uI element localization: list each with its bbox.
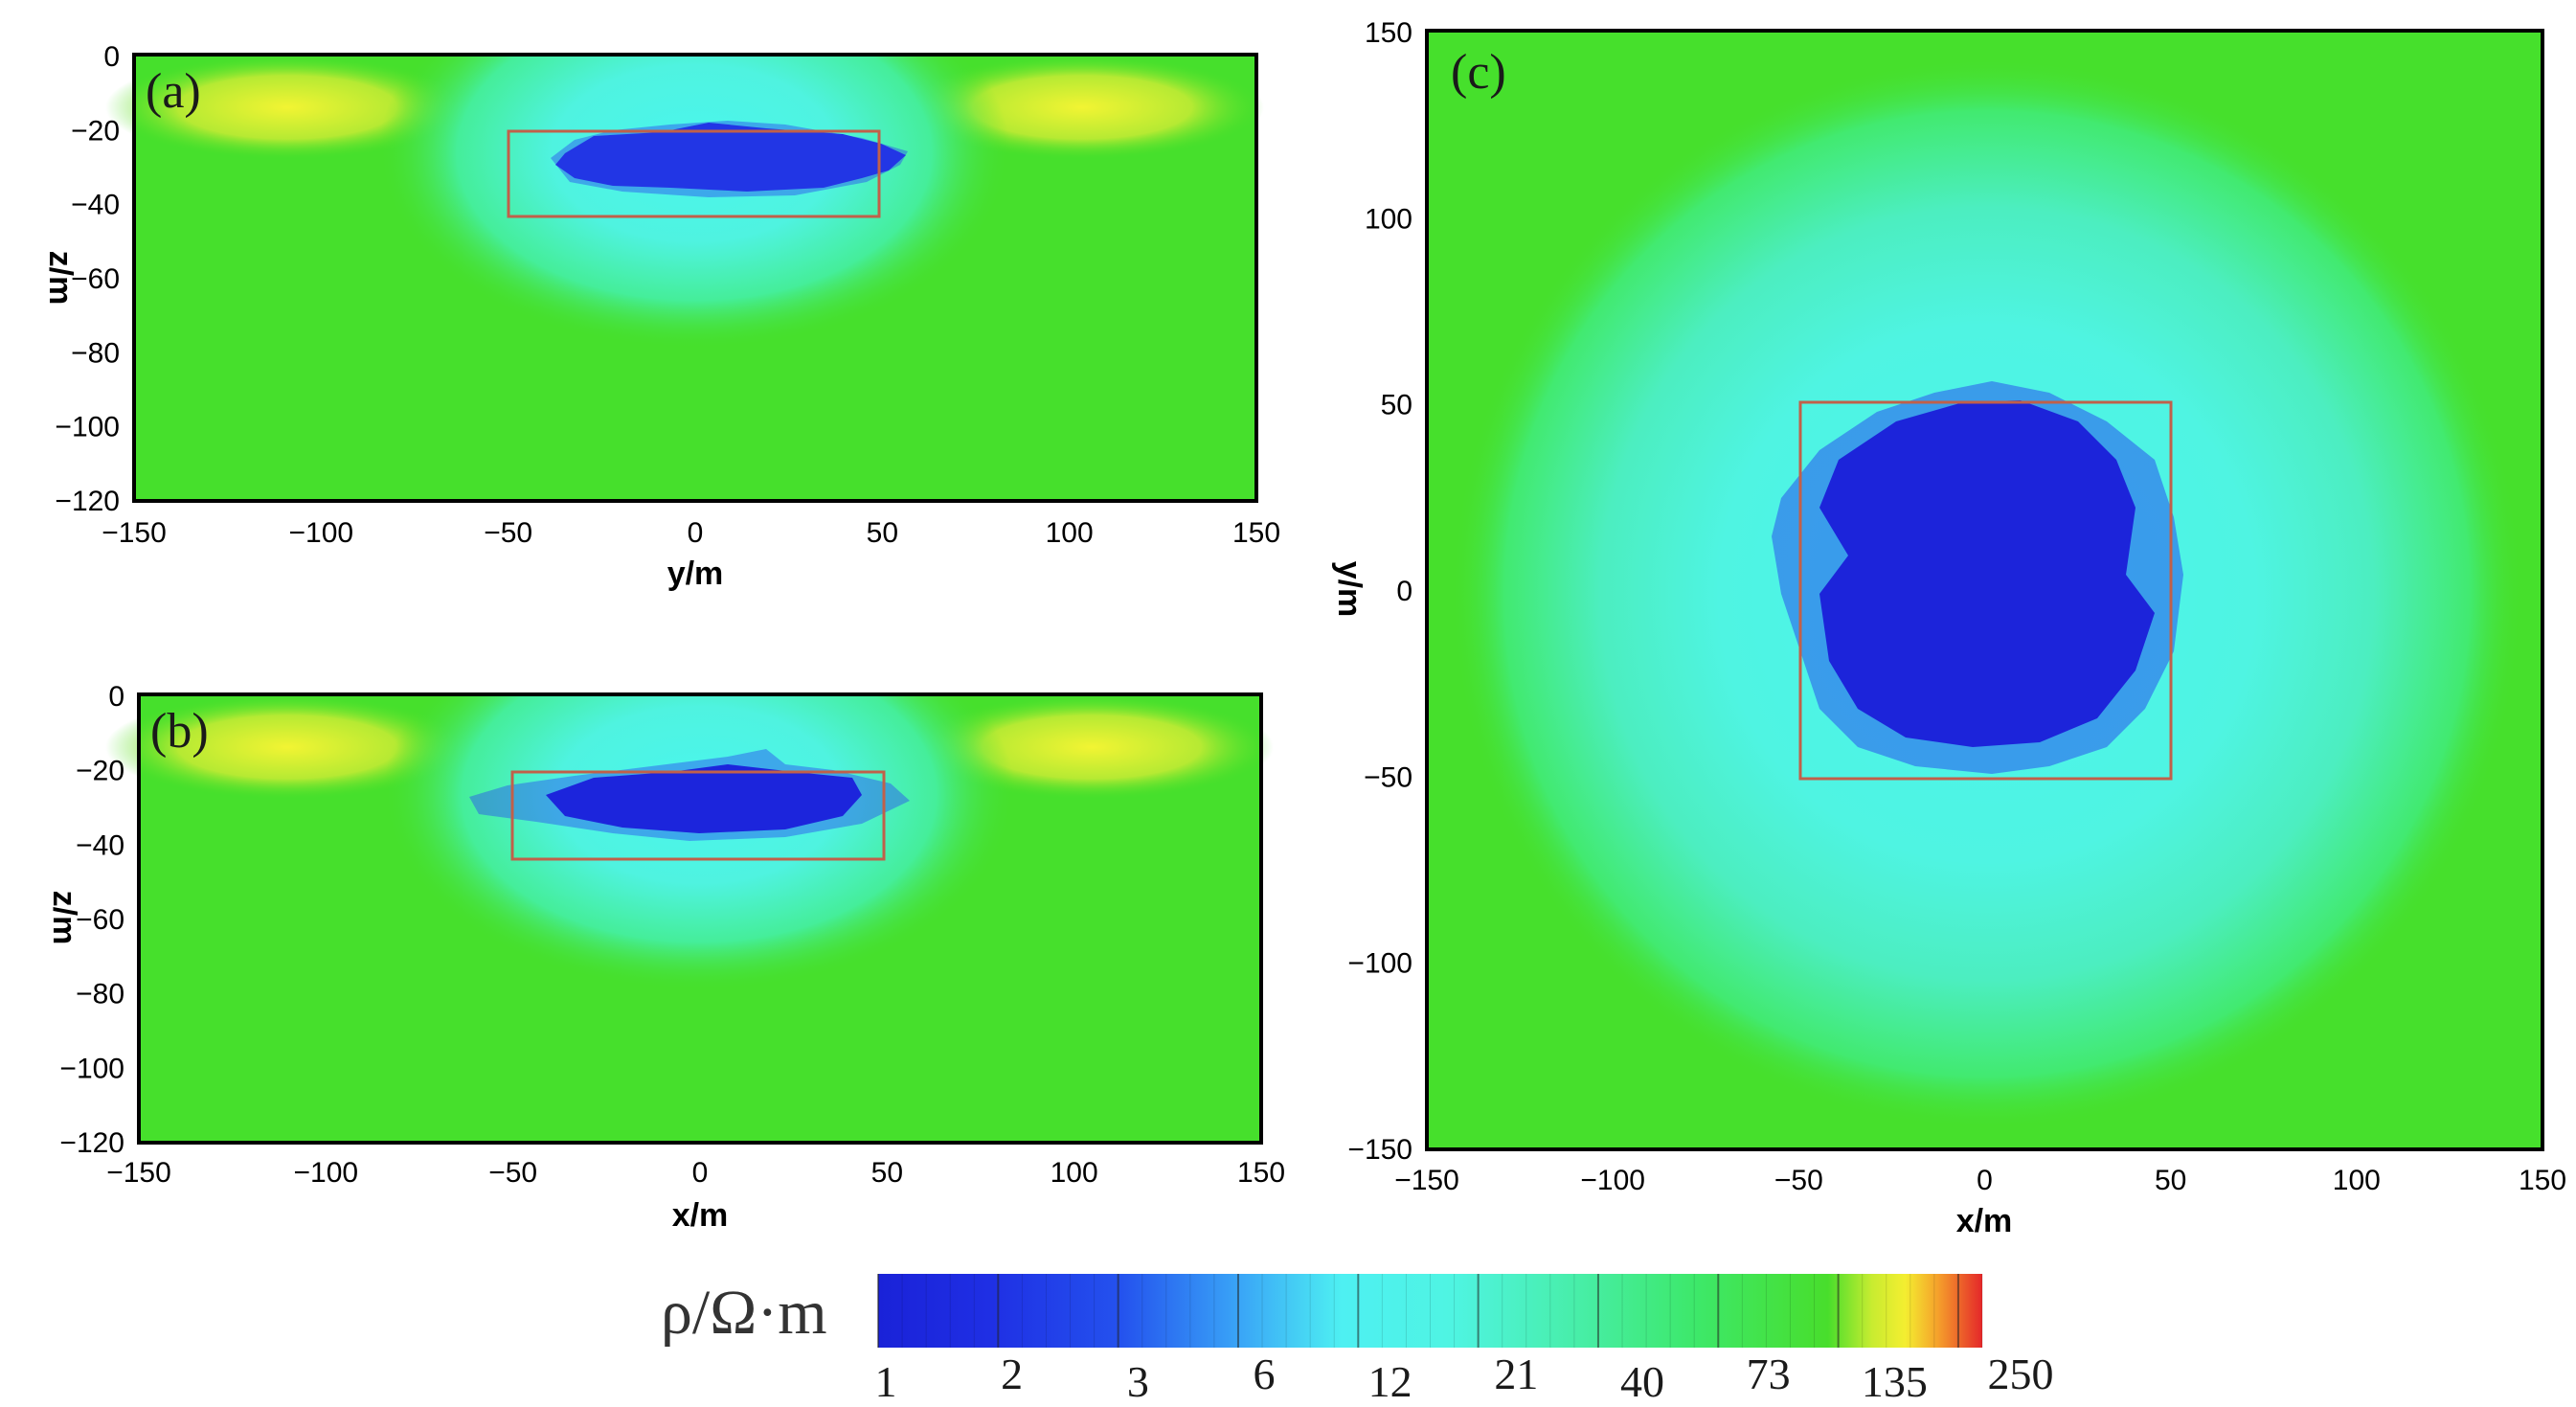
colorbar-tick-label: 250	[1988, 1350, 2054, 1398]
x-tick-label: 0	[692, 1157, 709, 1189]
y-tick-label: −60	[71, 263, 120, 295]
colorbar: ρ/Ω·m 1 2 3 6 12 21 40 73 135 250	[661, 1274, 2054, 1406]
frame	[137, 692, 1263, 1145]
x-tick-label: 0	[1977, 1165, 1993, 1196]
x-tick-label: 100	[2333, 1165, 2381, 1196]
panel-label: (a)	[146, 64, 201, 119]
x-tick-label: −50	[484, 517, 532, 549]
y-tick-labels: 150 100 50 0 −50 −100 −150	[1347, 17, 1412, 1166]
halo	[134, 55, 1256, 501]
x-tick-label: −150	[1394, 1165, 1459, 1196]
target-box	[507, 129, 881, 218]
x-tick-label: −50	[488, 1157, 537, 1189]
y-tick-label: −80	[71, 337, 120, 369]
y-axis-label: z/m	[46, 891, 82, 945]
colorbar-tick-labels: 1 2 3 6 12 21 40 73 135 250	[875, 1350, 2054, 1406]
x-tick-label: −50	[1774, 1165, 1823, 1196]
y-tick-labels: 0 −20 −40 −60 −80 −100 −120	[55, 41, 120, 517]
y-tick-labels: 0 −20 −40 −60 −80 −100 −120	[59, 681, 124, 1159]
y-tick-label: −120	[59, 1127, 124, 1159]
colorbar-tick-label: 135	[1862, 1357, 1928, 1406]
x-tick-labels: −150 −100 −50 0 50 100 150	[1394, 1165, 2566, 1196]
x-tick-label: 150	[2519, 1165, 2566, 1196]
colorbar-gradient	[878, 1274, 1982, 1348]
y-tick-label: −100	[55, 412, 120, 443]
x-tick-label: −100	[1580, 1165, 1645, 1196]
y-tick-label: 0	[108, 681, 124, 713]
colorbar-tick-label: 21	[1494, 1350, 1538, 1398]
x-tick-label: −100	[289, 517, 354, 549]
panel-label: (b)	[150, 704, 209, 759]
anomaly-body	[1819, 400, 2155, 747]
y-tick-label: −120	[55, 486, 120, 517]
colorbar-dividers	[877, 1274, 1983, 1348]
colorbar-title: ρ/Ω·m	[661, 1278, 827, 1348]
y-tick-label: −100	[1347, 948, 1412, 980]
y-tick-label: −40	[71, 190, 120, 221]
frame	[132, 53, 1258, 503]
y-tick-label: −20	[76, 756, 124, 787]
x-axis-label: x/m	[672, 1197, 729, 1234]
target-box	[510, 770, 886, 861]
x-tick-label: 50	[2155, 1165, 2186, 1196]
panel-b: (b) −150 −100 −50 0 50 100 150 0 −20 −40 −60 −80 −1…	[46, 681, 1285, 1234]
x-tick-label: −100	[294, 1157, 359, 1189]
x-axis-label: y/m	[667, 556, 724, 592]
x-tick-label: 100	[1046, 517, 1094, 549]
panel-a: (a) −150 −100 −50 0 50 100 150 0 −20 −40 −60 −80 −1…	[42, 41, 1280, 592]
x-tick-labels: −150 −100 −50 0 50 100 150	[106, 1157, 1285, 1189]
panel-c: (c) −150 −100 −50 0 50 100 150 150 100 50 0 −50 −10…	[1331, 17, 2566, 1239]
x-tick-labels: −150 −100 −50 0 50 100 150	[102, 517, 1280, 549]
y-tick-label: 50	[1381, 390, 1412, 421]
x-tick-label: −150	[102, 517, 167, 549]
y-tick-label: 150	[1365, 17, 1412, 49]
colorbar-tick-label: 2	[1001, 1350, 1023, 1398]
y-tick-label: −50	[1364, 761, 1412, 793]
y-axis-label: y/m	[1331, 561, 1367, 618]
y-axis-label: z/m	[42, 251, 79, 306]
colorbar-tick-label: 6	[1254, 1350, 1276, 1398]
panel-label: (c)	[1451, 45, 1506, 100]
x-tick-label: 50	[871, 1157, 903, 1189]
y-tick-label: −100	[59, 1053, 124, 1084]
x-tick-label: 100	[1051, 1157, 1098, 1189]
x-tick-label: 150	[1237, 1157, 1285, 1189]
x-tick-label: 50	[867, 517, 898, 549]
colorbar-tick-label: 12	[1368, 1357, 1412, 1406]
anomaly-body	[555, 123, 906, 192]
colorbar-tick-label: 1	[875, 1357, 897, 1406]
x-axis-label: x/m	[1956, 1203, 2013, 1239]
colorbar-tick-label: 3	[1127, 1357, 1149, 1406]
anomaly-body	[546, 764, 862, 833]
y-tick-label: −150	[1347, 1134, 1412, 1166]
colorbar-tick-label: 73	[1747, 1350, 1791, 1398]
y-tick-label: −60	[76, 904, 124, 936]
target-box	[1798, 400, 2173, 781]
colorbar-tick-label: 40	[1620, 1357, 1664, 1406]
y-tick-label: 0	[103, 41, 120, 73]
y-tick-label: −20	[71, 115, 120, 147]
y-tick-label: 0	[1396, 576, 1412, 607]
anomaly-fringe	[551, 121, 908, 197]
x-tick-label: −150	[106, 1157, 171, 1189]
y-tick-label: −40	[76, 829, 124, 861]
y-tick-label: 100	[1365, 203, 1412, 235]
x-tick-label: 0	[688, 517, 704, 549]
y-tick-label: −80	[76, 979, 124, 1010]
frame	[1425, 29, 2544, 1151]
x-tick-label: 150	[1232, 517, 1280, 549]
